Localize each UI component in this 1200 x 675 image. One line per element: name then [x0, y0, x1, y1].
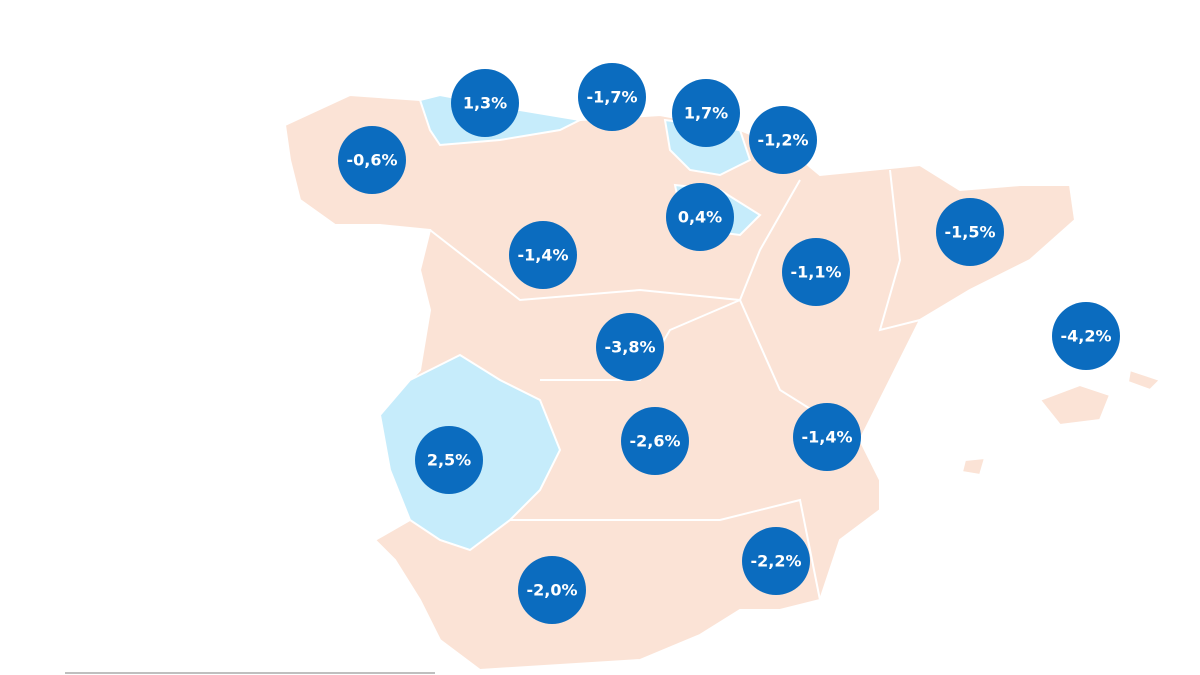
bubble-label: 1,7% [684, 104, 728, 123]
bubble-label: 0,4% [678, 208, 722, 227]
bubble-label: 2,5% [427, 451, 471, 470]
bubble-label: -4,2% [1060, 327, 1111, 346]
bubble [742, 527, 810, 595]
bubble [749, 106, 817, 174]
bubble-label: -1,4% [801, 428, 852, 447]
bubble-label: -1,7% [586, 88, 637, 107]
bubble [578, 63, 646, 131]
bubble [451, 69, 519, 137]
bubble-label: -2,0% [526, 581, 577, 600]
bubble [596, 313, 664, 381]
region-border [510, 498, 821, 601]
island-mallorca [1038, 383, 1112, 427]
bubble [509, 221, 577, 289]
bubble [793, 403, 861, 471]
bubble-label: -1,2% [757, 131, 808, 150]
region-border [878, 169, 921, 332]
bubble-label: -1,1% [790, 263, 841, 282]
bubbles: -0,6% 1,3% -1,7% 1,7% -1,2% 0,4% -1,4% -1,1% -1,… [338, 63, 1120, 624]
island-ibiza [960, 456, 987, 477]
region-border [429, 179, 801, 302]
bubble-label: -2,2% [750, 552, 801, 571]
island-menorca [1126, 368, 1162, 392]
bubble [1052, 302, 1120, 370]
bubble-label: -1,4% [517, 246, 568, 265]
bubble-label: -1,5% [944, 223, 995, 242]
bubble [415, 426, 483, 494]
mainland [283, 93, 1077, 672]
bubble [936, 198, 1004, 266]
bubble [338, 126, 406, 194]
bubble [621, 407, 689, 475]
bubble-label: 1,3% [463, 94, 507, 113]
bubble-label: -2,6% [629, 432, 680, 451]
bubble-label: -0,6% [346, 151, 397, 170]
territory [283, 93, 1162, 672]
bubble [666, 183, 734, 251]
bubble [672, 79, 740, 147]
bubble-label: -3,8% [604, 338, 655, 357]
bubble [518, 556, 586, 624]
bubble [782, 238, 850, 306]
